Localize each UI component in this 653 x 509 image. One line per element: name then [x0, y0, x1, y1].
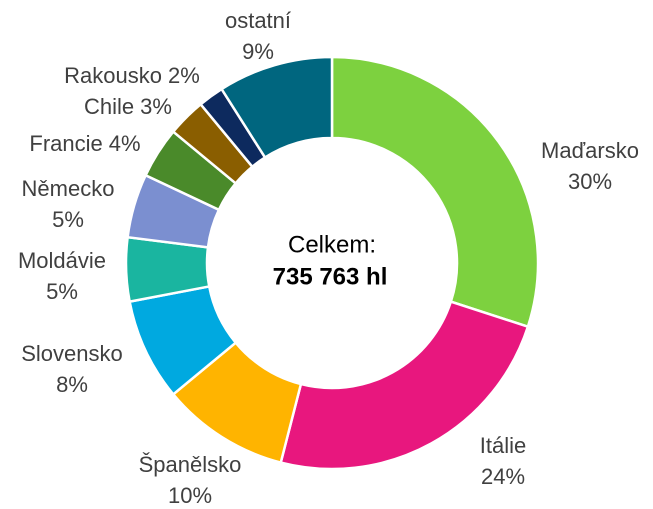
slice-label: Chile: [84, 94, 134, 119]
slice-label: Maďarsko: [541, 138, 639, 163]
wedge: [279, 300, 530, 471]
slice-label: Francie: [29, 131, 102, 156]
donut: [124, 55, 540, 471]
slice-label-group: Francie 4%: [29, 131, 140, 156]
slice-value-label: 10%: [168, 483, 212, 508]
slice-label: Slovensko: [21, 341, 123, 366]
slice-value-label: 9%: [242, 39, 274, 64]
wedge: [219, 55, 334, 160]
center-label: Celkem:: [288, 231, 376, 258]
slice-label: Německo: [22, 176, 115, 201]
slice-value-label: 24%: [481, 464, 525, 489]
slice-value-label: 5%: [52, 207, 84, 232]
slice-label: Španělsko: [139, 452, 242, 477]
slice-label-group: Chile 3%: [84, 94, 172, 119]
slice-label: Itálie: [480, 433, 526, 458]
slice-label-group: Rakousko 2%: [64, 63, 200, 88]
slice-value-label: 3%: [140, 94, 172, 119]
slice-label: ostatní: [225, 8, 291, 33]
slice-value-label: 30%: [568, 169, 612, 194]
slice-value-label: 2%: [168, 63, 200, 88]
slice-label: Moldávie: [18, 248, 106, 273]
wedge: [330, 55, 540, 329]
slice-value-label: 4%: [109, 131, 141, 156]
slice-value-label: 8%: [56, 372, 88, 397]
center-value: 735 763 hl: [273, 263, 388, 290]
slice-value-label: 5%: [46, 279, 78, 304]
slice-label: Rakousko: [64, 63, 162, 88]
